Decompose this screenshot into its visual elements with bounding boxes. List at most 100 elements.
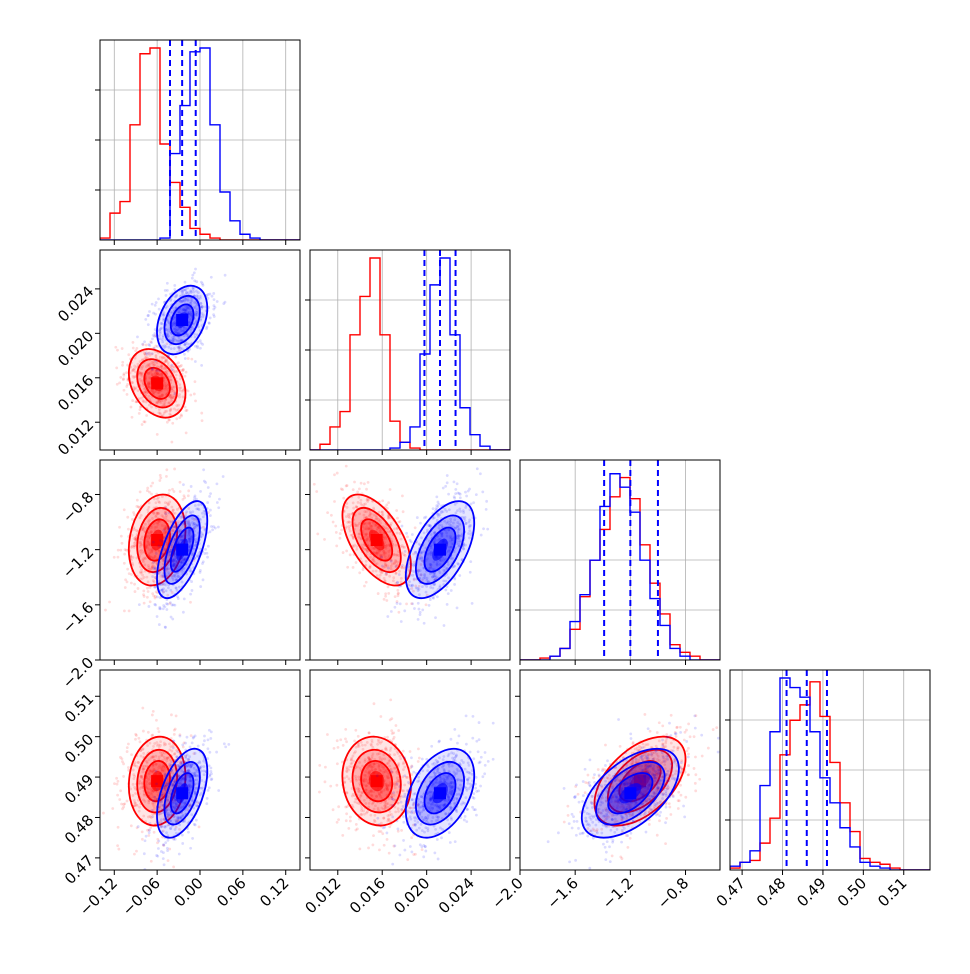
scatter-point <box>170 760 173 763</box>
scatter-point <box>400 620 403 623</box>
scatter-point <box>475 493 478 496</box>
scatter-point <box>126 750 129 753</box>
scatter-point <box>141 830 144 833</box>
scatter-point <box>453 728 456 731</box>
scatter-point <box>181 743 184 746</box>
scatter-point <box>120 535 123 538</box>
scatter-point <box>156 615 159 618</box>
scatter-point <box>195 819 198 822</box>
scatter-point <box>208 495 211 498</box>
scatter-point <box>416 516 419 519</box>
scatter-point <box>196 341 199 344</box>
scatter-point <box>349 816 352 819</box>
scatter-point <box>121 542 124 545</box>
scatter-point <box>163 863 166 866</box>
scatter-point <box>383 598 386 601</box>
scatter-point <box>148 829 151 832</box>
scatter-point <box>206 797 209 800</box>
scatter-panel-3-0 <box>102 707 230 873</box>
scatter-point <box>139 740 142 743</box>
scatter-point <box>346 805 349 808</box>
scatter-point <box>453 583 456 586</box>
scatter-point <box>384 592 387 595</box>
scatter-point <box>154 572 157 575</box>
scatter-point <box>355 561 358 564</box>
scatter-point <box>201 562 204 565</box>
scatter-point <box>333 500 336 503</box>
scatter-point <box>165 294 168 297</box>
scatter-point <box>213 298 216 301</box>
scatter-point <box>189 394 192 397</box>
scatter-point <box>339 738 342 741</box>
scatter-point <box>167 859 170 862</box>
scatter-point <box>483 772 486 775</box>
scatter-point <box>385 504 388 507</box>
scatter-point <box>208 786 211 789</box>
scatter-point <box>187 489 190 492</box>
scatter-point <box>141 838 144 841</box>
scatter-point <box>187 390 190 393</box>
scatter-point <box>372 834 375 837</box>
scatter-point <box>203 739 206 742</box>
scatter-panel-1-0 <box>91 245 227 454</box>
scatter-point <box>444 485 447 488</box>
scatter-point <box>119 376 122 379</box>
histogram-panel-2 <box>520 460 720 660</box>
scatter-point <box>122 806 125 809</box>
scatter-point <box>472 715 475 718</box>
scatter-point <box>122 775 125 778</box>
scatter-point <box>123 553 126 556</box>
scatter-point <box>151 338 154 341</box>
scatter-point <box>330 514 333 517</box>
scatter-point <box>171 488 174 491</box>
scatter-point <box>341 834 344 837</box>
scatter-point <box>402 750 405 753</box>
scatter-point <box>324 766 327 769</box>
scatter-point <box>353 481 356 484</box>
scatter-point <box>447 493 450 496</box>
scatter-point <box>116 349 119 352</box>
scatter-point <box>213 315 216 318</box>
scatter-point <box>134 738 137 741</box>
scatter-point <box>142 589 145 592</box>
scatter-point <box>125 385 128 388</box>
scatter-point <box>199 585 202 588</box>
scatter-point <box>414 526 417 529</box>
scatter-point <box>212 292 215 295</box>
scatter-point <box>342 551 345 554</box>
scatter-point <box>383 844 386 847</box>
scatter-point <box>454 488 457 491</box>
scatter-point <box>155 719 158 722</box>
scatter-point <box>173 740 176 743</box>
scatter-point <box>147 323 150 326</box>
scatter-point <box>385 572 388 575</box>
scatter-point <box>151 809 154 812</box>
scatter-point <box>344 738 347 741</box>
scatter-point <box>203 735 206 738</box>
scatter-point <box>211 528 214 531</box>
scatter-point <box>171 422 174 425</box>
scatter-point <box>418 608 421 611</box>
scatter-point <box>335 531 338 534</box>
scatter-point <box>402 510 405 513</box>
scatter-point <box>172 746 175 749</box>
scatter-point <box>154 604 157 607</box>
scatter-point <box>143 595 146 598</box>
scatter-point <box>199 571 202 574</box>
scatter-point <box>334 525 337 528</box>
scatter-point <box>122 377 125 380</box>
scatter-point <box>380 830 383 833</box>
scatter-point <box>332 808 335 811</box>
density-peak-red <box>151 377 163 389</box>
scatter-point <box>479 472 482 475</box>
scatter-point <box>159 539 162 542</box>
scatter-panel-3-1 <box>318 699 495 884</box>
scatter-point <box>442 487 445 490</box>
scatter-point <box>123 389 126 392</box>
scatter-point <box>217 789 220 792</box>
scatter-point <box>155 770 158 773</box>
scatter-point <box>340 529 343 532</box>
scatter-point <box>131 518 134 521</box>
density-peak-blue <box>176 787 188 799</box>
scatter-point <box>390 729 393 732</box>
